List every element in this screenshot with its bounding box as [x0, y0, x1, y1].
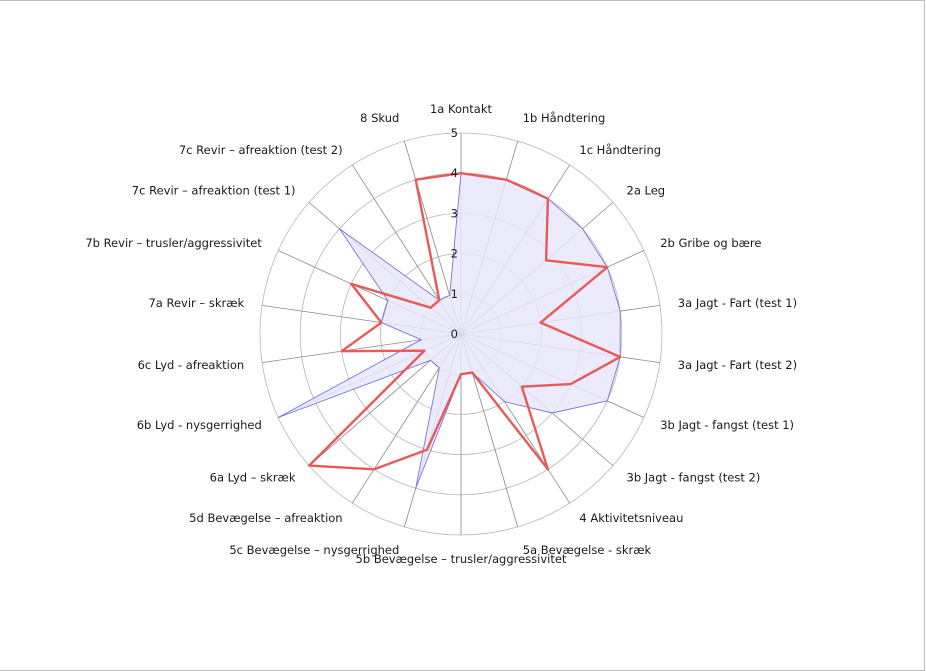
- tick-label: 3: [451, 206, 458, 220]
- axis-label: 2b Gribe og bære: [660, 236, 761, 250]
- axis-label: 3a Jagt - Fart (test 1): [678, 296, 797, 310]
- tick-label: 1: [451, 287, 458, 301]
- axis-label: 5a Bevægelse - skræk: [523, 543, 652, 557]
- axis-label: 1b Håndtering: [523, 111, 606, 125]
- axis-label: 8 Skud: [360, 111, 399, 125]
- axis-label: 5d Bevægelse – afreaktion: [189, 511, 342, 525]
- tick-label: 0: [451, 327, 458, 341]
- series-2-polygon: [307, 171, 622, 471]
- axis-label: 3b Jagt - fangst (test 2): [627, 470, 761, 484]
- axis-labels: 1a Kontakt 1b Håndtering 1c Håndtering 2a L…: [85, 102, 797, 566]
- tick-label: 4: [451, 166, 458, 180]
- tick-label: 2: [451, 247, 458, 261]
- axis-label: 6b Lyd - nysgerrighed: [137, 418, 262, 432]
- axis-label: 3b Jagt - fangst (test 1): [660, 418, 794, 432]
- axis-label: 1a Kontakt: [430, 102, 493, 116]
- axis-label: 4 Aktivitetsniveau: [579, 511, 683, 525]
- tick-label: 5: [451, 126, 458, 140]
- axis-label: 7a Revir – skræk: [148, 296, 244, 310]
- radar-series: [277, 171, 622, 489]
- axis-label: 5b Bevægelse – trusler/aggressivitet: [356, 552, 567, 566]
- axis-label: 7c Revir – afreaktion (test 2): [179, 143, 343, 157]
- radial-tick-labels: 0 1 2 3 4 5: [451, 126, 458, 341]
- axis-label: 2a Leg: [627, 184, 666, 198]
- axis-label: 6c Lyd - afreaktion: [138, 358, 245, 372]
- axis-label: 1c Håndtering: [579, 143, 661, 157]
- axis-label: 6a Lyd – skræk: [210, 470, 296, 484]
- axis-label: 7c Revir – afreaktion (test 1): [132, 184, 296, 198]
- axis-label: 7b Revir – trusler/aggressivitet: [85, 236, 262, 250]
- axis-label: 3a Jagt - Fart (test 2): [678, 358, 797, 372]
- axis-label: 5c Bevægelse – nysgerrighed: [229, 543, 399, 557]
